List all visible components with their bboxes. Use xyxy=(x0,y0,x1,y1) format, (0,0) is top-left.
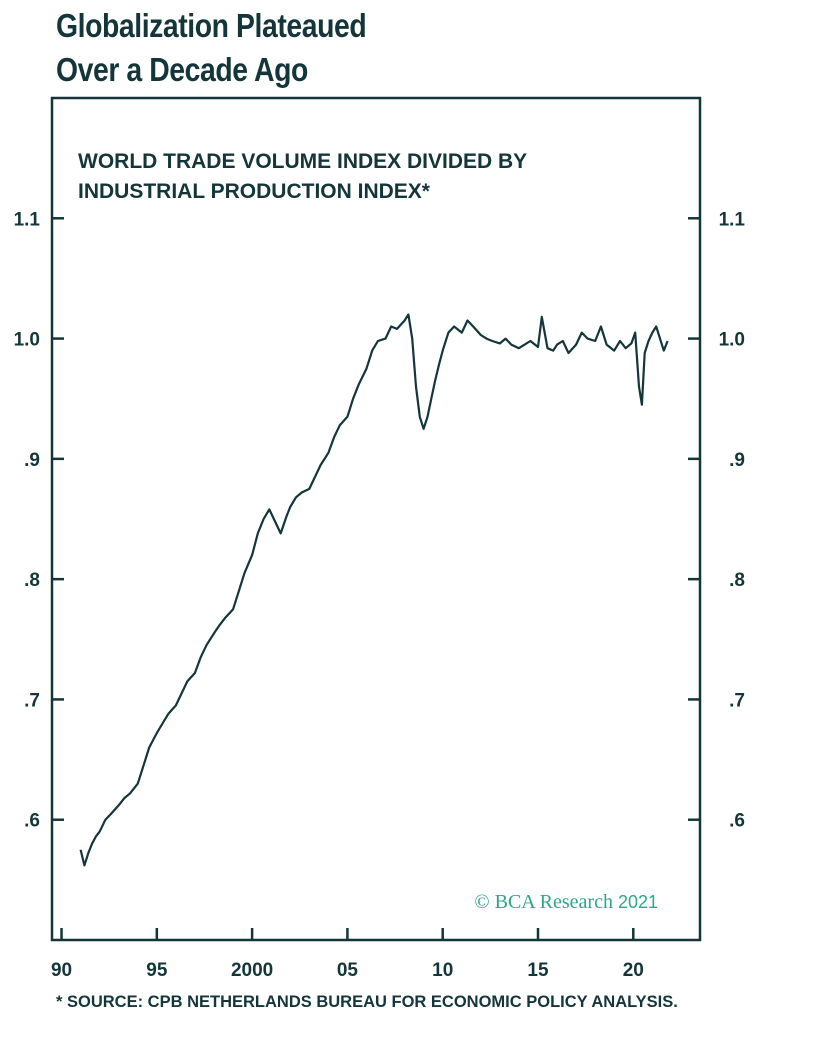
y-tick-label-right: .7 xyxy=(729,690,745,711)
y-tick-label-right: .6 xyxy=(729,811,745,832)
y-tick-label-right: .9 xyxy=(729,450,745,471)
watermark-copyright: © xyxy=(474,891,489,913)
plot-frame xyxy=(50,96,702,942)
chart-title-line-2: Over a Decade Ago xyxy=(56,51,308,88)
y-tick-label-left: 1.1 xyxy=(14,209,41,230)
chart-title-line-1: Globalization Plateaued xyxy=(56,7,367,44)
watermark-brand: BCA xyxy=(495,891,537,913)
x-tick-label: 2000 xyxy=(231,960,273,981)
y-axis-left: .6 .7 .8 .9 1.0 1.1 xyxy=(14,209,64,832)
y-tick-label-left: .8 xyxy=(24,570,40,591)
x-tick-label: 90 xyxy=(51,960,72,981)
y-tick-label-right: 1.1 xyxy=(719,209,746,230)
source-footnote: * SOURCE: CPB NETHERLANDS BUREAU FOR ECO… xyxy=(56,993,678,1011)
y-tick-label-left: .9 xyxy=(24,450,40,471)
watermark-word: Research xyxy=(540,891,613,913)
plot-title-line-2: INDUSTRIAL PRODUCTION INDEX* xyxy=(78,180,431,203)
y-axis-right: .6 .7 .8 .9 1.0 1.1 xyxy=(688,209,746,832)
x-tick-label: 05 xyxy=(337,960,359,981)
watermark-year: 2021 xyxy=(618,892,658,912)
x-tick-label: 20 xyxy=(623,960,644,981)
chart-title: Globalization Plateaued Over a Decade Ag… xyxy=(56,4,658,92)
plot-title-line-1: WORLD TRADE VOLUME INDEX DIVIDED BY xyxy=(78,150,527,173)
x-tick-label: 15 xyxy=(527,960,549,981)
y-tick-label-right: .8 xyxy=(729,570,745,591)
x-axis: 90 95 2000 05 10 15 20 xyxy=(51,928,644,981)
y-tick-label-left: 1.0 xyxy=(14,330,40,351)
line-chart: .6 .7 .8 .9 1.0 1.1 .6 .7 .8 .9 1.0 1.1 90 95 2000 05… xyxy=(14,96,746,981)
series-line xyxy=(79,313,669,867)
y-tick-label-left: .7 xyxy=(24,690,40,711)
watermark: © BCA Research 2021 xyxy=(474,891,658,913)
x-tick-label: 95 xyxy=(146,960,168,981)
y-tick-label-left: .6 xyxy=(24,811,40,832)
x-tick-label: 10 xyxy=(432,960,453,981)
y-tick-label-right: 1.0 xyxy=(719,330,745,351)
